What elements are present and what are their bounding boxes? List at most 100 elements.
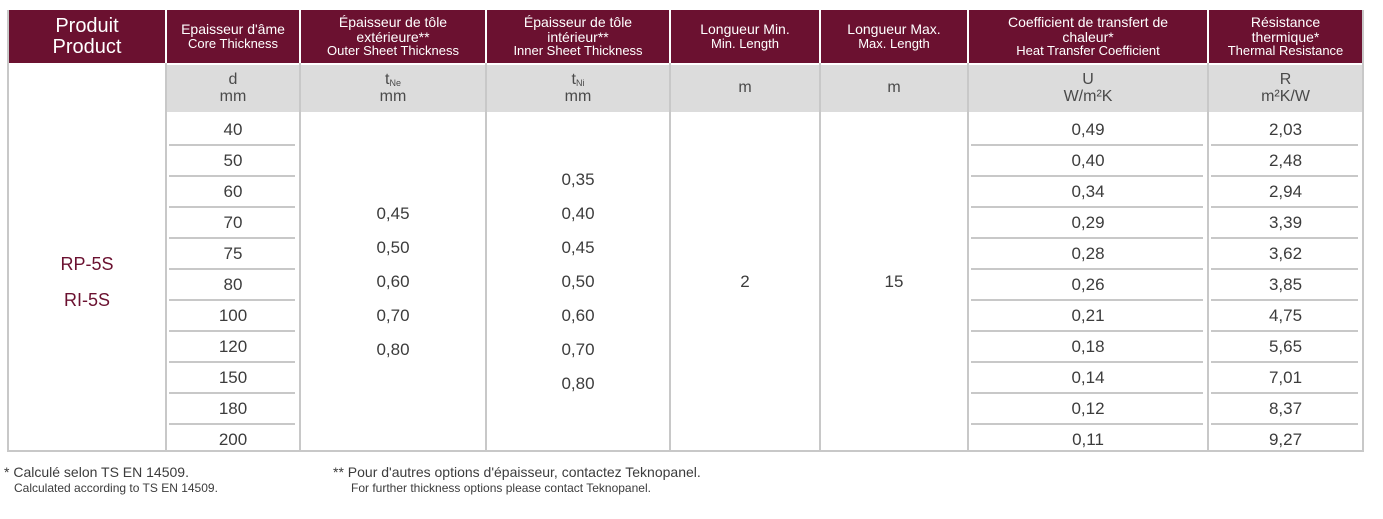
core-thickness-cell: 70 bbox=[223, 212, 243, 232]
column-divider bbox=[165, 63, 167, 450]
header-inner-sheet: Épaisseur de tôle intérieur** Inner Shee… bbox=[485, 10, 669, 63]
core-thickness-cell: 200 bbox=[218, 429, 248, 449]
row-divider bbox=[169, 237, 295, 239]
r-value-cell: 3,62 bbox=[1268, 243, 1303, 263]
column-divider bbox=[1207, 63, 1209, 450]
row-divider bbox=[1211, 268, 1358, 270]
u-value-cell: 0,21 bbox=[1071, 305, 1105, 325]
unit-outer-sheet: tNe mm bbox=[301, 65, 485, 112]
product-name: RI-5S bbox=[63, 290, 110, 310]
row-divider bbox=[1211, 423, 1358, 425]
column-divider bbox=[967, 63, 969, 450]
core-thickness-cell: 100 bbox=[218, 305, 248, 325]
row-divider bbox=[1211, 299, 1358, 301]
unit-thermal-resistance: R m²K/W bbox=[1209, 65, 1362, 112]
outer-sheet-value: 0,50 bbox=[376, 238, 410, 257]
row-divider bbox=[971, 423, 1203, 425]
r-value-cell: 5,65 bbox=[1268, 336, 1303, 356]
inner-sheet-value: 0,35 bbox=[561, 170, 595, 189]
u-value-cell: 0,12 bbox=[1071, 398, 1105, 418]
footnote-thickness-options: ** Pour d'autres options d'épaisseur, co… bbox=[333, 464, 701, 495]
min-length-value: 2 bbox=[740, 272, 750, 291]
row-divider bbox=[169, 206, 295, 208]
inner-sheet-value: 0,50 bbox=[561, 272, 595, 291]
r-value-cell: 7,01 bbox=[1268, 367, 1303, 387]
footnote-calculation: * Calculé selon TS EN 14509. Calculated … bbox=[4, 464, 218, 495]
header-product: Produit Product bbox=[9, 10, 165, 63]
row-divider bbox=[169, 175, 295, 177]
inner-sheet-value: 0,60 bbox=[561, 306, 595, 325]
outer-sheet-value: 0,60 bbox=[376, 272, 410, 291]
u-value-cell: 0,14 bbox=[1071, 367, 1105, 387]
r-value-cell: 4,75 bbox=[1268, 305, 1303, 325]
header-heat-transfer: Coefficient de transfert de chaleur* Hea… bbox=[967, 10, 1207, 63]
row-divider bbox=[971, 175, 1203, 177]
inner-sheet-value: 0,80 bbox=[561, 374, 595, 393]
u-value-cell: 0,29 bbox=[1071, 212, 1105, 232]
row-divider bbox=[1211, 361, 1358, 363]
u-value-cell: 0,11 bbox=[1072, 429, 1104, 449]
r-value-cell: 3,39 bbox=[1268, 212, 1303, 232]
row-divider bbox=[1211, 144, 1358, 146]
row-divider bbox=[1211, 206, 1358, 208]
core-thickness-cell: 75 bbox=[223, 243, 243, 263]
outer-sheet-values: 0,45 0,50 0,60 0,70 0,80 bbox=[301, 114, 485, 450]
core-thickness-cell: 120 bbox=[218, 336, 248, 356]
header-max-length: Longueur Max. Max. Length bbox=[819, 10, 967, 63]
max-length-value: 15 bbox=[884, 272, 904, 291]
core-thickness-cell: 40 bbox=[223, 119, 243, 139]
row-divider bbox=[169, 268, 295, 270]
row-divider bbox=[169, 144, 295, 146]
header-outer-sheet: Épaisseur de tôle extérieure** Outer She… bbox=[299, 10, 485, 63]
r-value-cell: 2,48 bbox=[1268, 150, 1303, 170]
r-value-cell: 2,03 bbox=[1268, 119, 1303, 139]
row-divider bbox=[971, 206, 1203, 208]
unit-inner-sheet: tNi mm bbox=[487, 65, 669, 112]
column-divider bbox=[299, 63, 301, 450]
header-core-thickness: Epaisseur d'âme Core Thickness bbox=[165, 10, 299, 63]
core-thickness-cell: 50 bbox=[223, 150, 243, 170]
product-names: RP-5S RI-5S bbox=[9, 114, 165, 450]
row-divider bbox=[169, 330, 295, 332]
u-value-cell: 0,18 bbox=[1071, 336, 1105, 356]
row-divider bbox=[169, 299, 295, 301]
r-value-cell: 9,27 bbox=[1268, 429, 1303, 449]
row-divider bbox=[1211, 330, 1358, 332]
u-value-cell: 0,34 bbox=[1071, 181, 1105, 201]
core-thickness-cell: 180 bbox=[218, 398, 248, 418]
column-divider bbox=[819, 63, 821, 450]
core-thickness-cell: 150 bbox=[218, 367, 248, 387]
u-value-cell: 0,49 bbox=[1071, 119, 1105, 139]
row-divider bbox=[169, 361, 295, 363]
outer-sheet-value: 0,45 bbox=[376, 204, 410, 223]
inner-sheet-value: 0,45 bbox=[561, 238, 595, 257]
u-value-cell: 0,28 bbox=[1071, 243, 1105, 263]
product-name: RP-5S bbox=[60, 254, 114, 274]
unit-min-length: m bbox=[671, 65, 819, 112]
row-divider bbox=[1211, 392, 1358, 394]
row-divider bbox=[971, 268, 1203, 270]
column-divider bbox=[485, 63, 487, 450]
r-value-cell: 8,37 bbox=[1268, 398, 1303, 418]
row-divider bbox=[1211, 175, 1358, 177]
inner-sheet-values: 0,35 0,40 0,45 0,50 0,60 0,70 0,80 bbox=[487, 114, 669, 450]
r-value-cell: 3,85 bbox=[1268, 274, 1303, 294]
product-spec-table: Produit Product Epaisseur d'âme Core Thi… bbox=[7, 10, 1364, 452]
header-thermal-resistance: Résistance thermique* Thermal Resistance bbox=[1207, 10, 1362, 63]
row-divider bbox=[971, 144, 1203, 146]
row-divider bbox=[169, 423, 295, 425]
outer-sheet-value: 0,70 bbox=[376, 306, 410, 325]
row-divider bbox=[971, 361, 1203, 363]
u-value-cell: 0,40 bbox=[1071, 150, 1105, 170]
u-value-cell: 0,26 bbox=[1071, 274, 1105, 294]
inner-sheet-value: 0,40 bbox=[561, 204, 595, 223]
column-divider bbox=[669, 63, 671, 450]
unit-heat-transfer: U W/m²K bbox=[969, 65, 1207, 112]
row-divider bbox=[971, 299, 1203, 301]
row-divider bbox=[169, 392, 295, 394]
outer-sheet-value: 0,80 bbox=[376, 340, 410, 359]
row-divider bbox=[971, 237, 1203, 239]
row-divider bbox=[971, 392, 1203, 394]
row-divider bbox=[1211, 237, 1358, 239]
r-value-cell: 2,94 bbox=[1268, 181, 1303, 201]
